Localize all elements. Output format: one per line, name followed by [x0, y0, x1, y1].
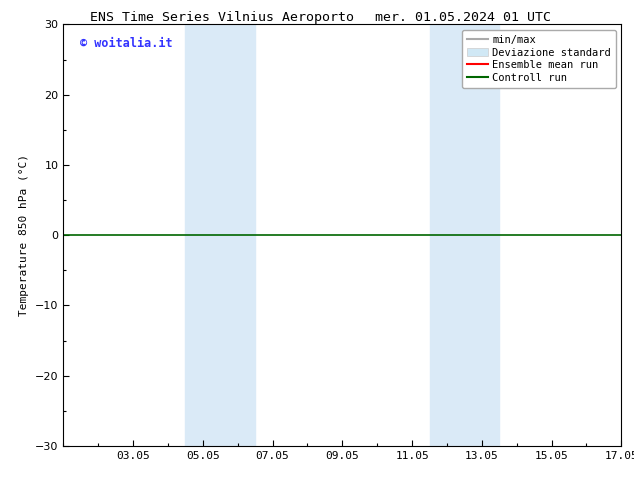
Bar	[429, 24, 500, 446]
Legend: min/max, Deviazione standard, Ensemble mean run, Controll run: min/max, Deviazione standard, Ensemble m…	[462, 30, 616, 88]
Text: mer. 01.05.2024 01 UTC: mer. 01.05.2024 01 UTC	[375, 11, 551, 24]
Bar	[185, 24, 255, 446]
Y-axis label: Temperature 850 hPa (°C): Temperature 850 hPa (°C)	[20, 154, 30, 316]
Text: ENS Time Series Vilnius Aeroporto: ENS Time Series Vilnius Aeroporto	[90, 11, 354, 24]
Text: © woitalia.it: © woitalia.it	[80, 37, 172, 50]
